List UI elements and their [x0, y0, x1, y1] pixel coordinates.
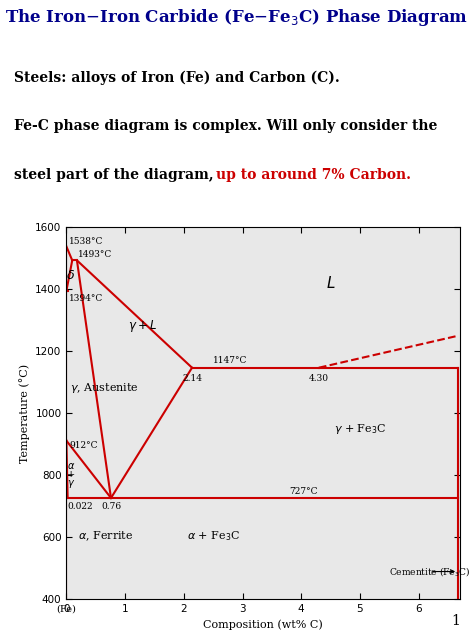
Text: $\alpha$ + Fe$_3$C: $\alpha$ + Fe$_3$C	[187, 529, 240, 543]
Text: (Fe): (Fe)	[56, 604, 76, 613]
Text: steel part of the diagram,: steel part of the diagram,	[14, 168, 219, 182]
Text: 4.30: 4.30	[309, 374, 329, 382]
Text: $\alpha$
+
$\gamma$: $\alpha$ + $\gamma$	[67, 461, 75, 490]
Text: 1147°C: 1147°C	[213, 357, 247, 365]
Text: up to around 7% Carbon.: up to around 7% Carbon.	[216, 168, 410, 182]
Text: 0.76: 0.76	[101, 502, 121, 511]
Text: 1: 1	[451, 614, 460, 628]
Text: 2.14: 2.14	[182, 374, 202, 382]
Y-axis label: Temperature (°C): Temperature (°C)	[19, 363, 30, 463]
Text: $L$: $L$	[326, 275, 336, 291]
Text: The Iron$-$Iron Carbide (Fe$-$Fe$_3$C) Phase Diagram: The Iron$-$Iron Carbide (Fe$-$Fe$_3$C) P…	[5, 6, 469, 28]
Text: $\gamma + L$: $\gamma + L$	[128, 319, 157, 334]
Text: $\alpha$, Ferrite: $\alpha$, Ferrite	[78, 529, 133, 543]
Text: 1493°C: 1493°C	[78, 250, 112, 259]
Text: Steels: alloys of Iron (Fe) and Carbon (C).: Steels: alloys of Iron (Fe) and Carbon (…	[14, 71, 340, 85]
Text: Fe-C phase diagram is complex. Will only consider the: Fe-C phase diagram is complex. Will only…	[14, 119, 438, 133]
Text: Cementite (Fe$_3$C): Cementite (Fe$_3$C)	[389, 565, 471, 578]
Text: 0.022: 0.022	[68, 502, 93, 511]
Text: 912°C: 912°C	[69, 441, 98, 451]
Text: $\gamma$ + Fe$_3$C: $\gamma$ + Fe$_3$C	[334, 422, 386, 436]
Text: $\gamma$, Austenite: $\gamma$, Austenite	[70, 382, 139, 396]
Text: 727°C: 727°C	[290, 487, 318, 495]
Text: $\delta$: $\delta$	[66, 269, 75, 282]
X-axis label: Composition (wt% C): Composition (wt% C)	[203, 620, 323, 630]
Text: 1538°C: 1538°C	[69, 237, 104, 246]
Text: 1394°C: 1394°C	[69, 294, 103, 303]
